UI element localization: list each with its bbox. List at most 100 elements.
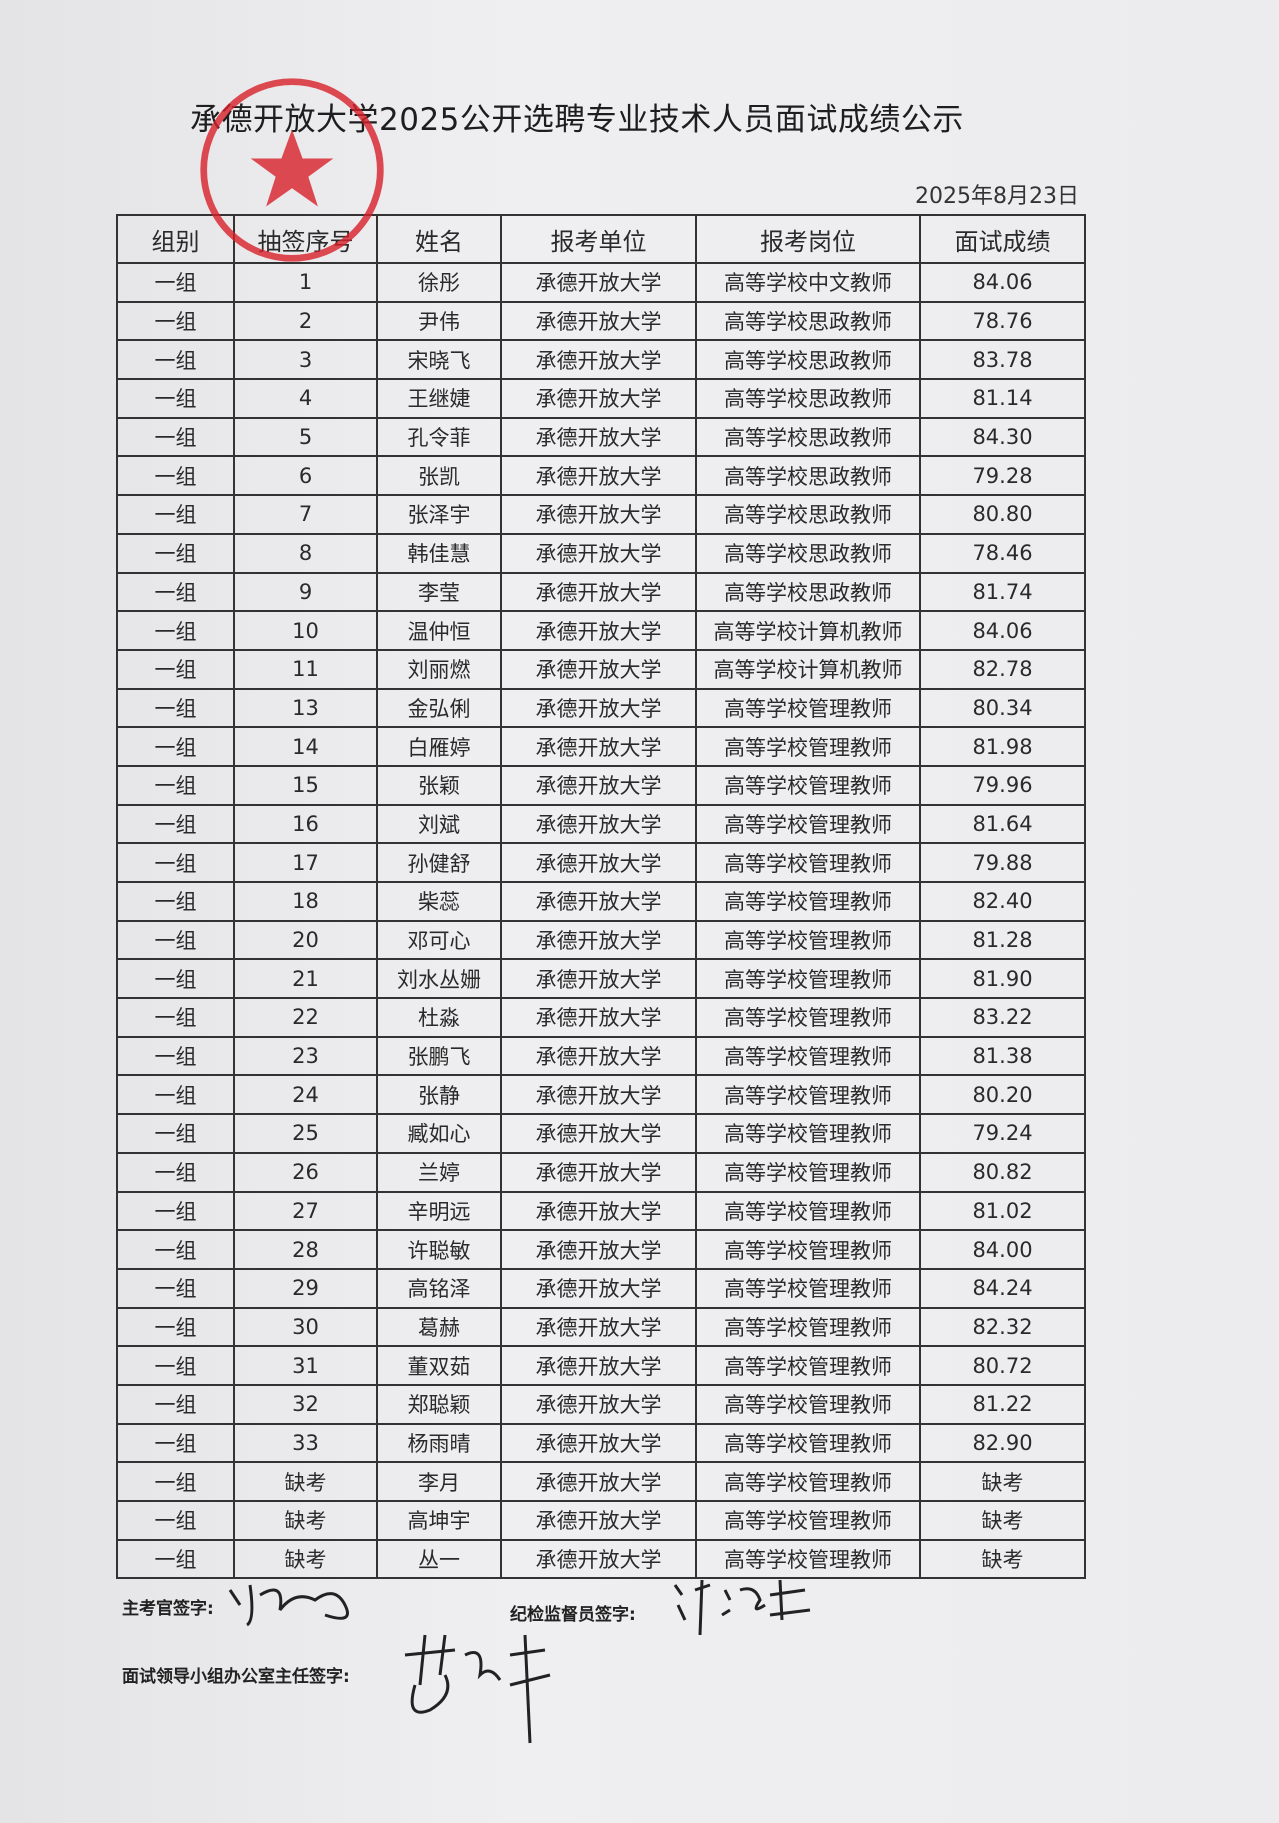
cell-score: 缺考 xyxy=(919,1538,1086,1580)
cell-position: 高等学校管理教师 xyxy=(695,1035,921,1077)
cell-name: 金弘俐 xyxy=(376,687,502,729)
cell-position: 高等学校管理教师 xyxy=(695,958,921,1000)
cell-unit: 承德开放大学 xyxy=(500,997,697,1038)
cell-unit: 承德开放大学 xyxy=(500,958,697,1000)
cell-name: 丛一 xyxy=(376,1538,502,1580)
cell-position: 高等学校管理教师 xyxy=(695,1422,921,1464)
document-title: 承德开放大学2025公开选聘专业技术人员面试成绩公示 xyxy=(190,102,964,138)
table-row: 一组 21 刘水丛姗 承德开放大学 高等学校管理教师 81.90 xyxy=(116,958,1086,1000)
cell-group: 一组 xyxy=(116,262,235,303)
cell-score: 81.98 xyxy=(919,726,1086,767)
cell-group: 一组 xyxy=(116,1035,235,1077)
cell-draw-number: 26 xyxy=(233,1151,378,1193)
cell-draw-number: 24 xyxy=(233,1074,378,1116)
cell-name: 张颖 xyxy=(376,764,502,806)
cell-score: 81.28 xyxy=(919,919,1086,961)
cell-unit: 承德开放大学 xyxy=(500,494,697,535)
cell-group: 一组 xyxy=(116,494,235,535)
cell-draw-number: 3 xyxy=(233,339,378,381)
cell-name: 葛赫 xyxy=(376,1306,502,1348)
cell-name: 尹伟 xyxy=(376,300,502,342)
header-name: 姓名 xyxy=(376,214,502,264)
office-director-signature xyxy=(404,1634,551,1744)
supervisor-signature xyxy=(673,1579,811,1636)
cell-name: 王继婕 xyxy=(376,378,502,419)
table-row: 一组 缺考 高坤宇 承德开放大学 高等学校管理教师 缺考 xyxy=(116,1500,1086,1541)
cell-name: 刘斌 xyxy=(376,803,502,845)
table-row: 一组 14 白雁婷 承德开放大学 高等学校管理教师 81.98 xyxy=(116,726,1086,767)
table-row: 一组 17 孙健舒 承德开放大学 高等学校管理教师 79.88 xyxy=(116,842,1086,883)
cell-score: 82.40 xyxy=(919,881,1086,922)
cell-position: 高等学校计算机教师 xyxy=(695,648,921,690)
header-group: 组别 xyxy=(116,214,235,264)
cell-score: 84.30 xyxy=(919,416,1086,458)
cell-name: 张鹏飞 xyxy=(376,1035,502,1077)
cell-unit: 承德开放大学 xyxy=(500,881,697,922)
cell-unit: 承德开放大学 xyxy=(500,1345,697,1386)
cell-score: 80.72 xyxy=(919,1345,1086,1386)
table-row: 一组 20 邓可心 承德开放大学 高等学校管理教师 81.28 xyxy=(116,919,1086,961)
cell-score: 缺考 xyxy=(919,1500,1086,1541)
cell-draw-number: 16 xyxy=(233,803,378,845)
cell-name: 刘水丛姗 xyxy=(376,958,502,1000)
cell-group: 一组 xyxy=(116,1345,235,1386)
table-row: 一组 32 郑聪颖 承德开放大学 高等学校管理教师 81.22 xyxy=(116,1383,1086,1425)
cell-name: 郑聪颖 xyxy=(376,1383,502,1425)
cell-score: 81.14 xyxy=(919,378,1086,419)
cell-draw-number: 10 xyxy=(233,610,378,651)
cell-group: 一组 xyxy=(116,842,235,883)
cell-name: 白雁婷 xyxy=(376,726,502,767)
table-row: 一组 10 温仲恒 承德开放大学 高等学校计算机教师 84.06 xyxy=(116,610,1086,651)
cell-unit: 承德开放大学 xyxy=(500,1151,697,1193)
header-position: 报考岗位 xyxy=(695,214,921,264)
cell-group: 一组 xyxy=(116,726,235,767)
cell-name: 高铭泽 xyxy=(376,1267,502,1309)
cell-name: 刘丽燃 xyxy=(376,648,502,690)
table-row: 一组 13 金弘俐 承德开放大学 高等学校管理教师 80.34 xyxy=(116,687,1086,729)
table-row: 一组 31 董双茹 承德开放大学 高等学校管理教师 80.72 xyxy=(116,1345,1086,1386)
cell-position: 高等学校思政教师 xyxy=(695,339,921,381)
cell-score: 78.46 xyxy=(919,532,1086,574)
cell-score: 82.78 xyxy=(919,648,1086,690)
cell-unit: 承德开放大学 xyxy=(500,378,697,419)
cell-group: 一组 xyxy=(116,1151,235,1193)
cell-score: 84.00 xyxy=(919,1229,1086,1270)
cell-position: 高等学校管理教师 xyxy=(695,997,921,1038)
cell-name: 张静 xyxy=(376,1074,502,1116)
cell-name: 宋晓飞 xyxy=(376,339,502,381)
table-row: 一组 33 杨雨晴 承德开放大学 高等学校管理教师 82.90 xyxy=(116,1422,1086,1464)
cell-score: 82.32 xyxy=(919,1306,1086,1348)
cell-score: 84.06 xyxy=(919,262,1086,303)
cell-unit: 承德开放大学 xyxy=(500,416,697,458)
cell-position: 高等学校管理教师 xyxy=(695,881,921,922)
cell-name: 兰婷 xyxy=(376,1151,502,1193)
cell-draw-number: 14 xyxy=(233,726,378,767)
table-row: 一组 1 徐彤 承德开放大学 高等学校中文教师 84.06 xyxy=(116,262,1086,303)
cell-position: 高等学校思政教师 xyxy=(695,455,921,497)
cell-name: 张泽宇 xyxy=(376,494,502,535)
cell-draw-number: 28 xyxy=(233,1229,378,1270)
cell-group: 一组 xyxy=(116,378,235,419)
table-row: 一组 26 兰婷 承德开放大学 高等学校管理教师 80.82 xyxy=(116,1151,1086,1193)
cell-unit: 承德开放大学 xyxy=(500,262,697,303)
cell-name: 邓可心 xyxy=(376,919,502,961)
cell-draw-number: 8 xyxy=(233,532,378,574)
table-row: 一组 8 韩佳慧 承德开放大学 高等学校思政教师 78.46 xyxy=(116,532,1086,574)
cell-name: 张凯 xyxy=(376,455,502,497)
cell-score: 84.06 xyxy=(919,610,1086,651)
table-row: 一组 5 孔令菲 承德开放大学 高等学校思政教师 84.30 xyxy=(116,416,1086,458)
cell-draw-number: 22 xyxy=(233,997,378,1038)
cell-position: 高等学校管理教师 xyxy=(695,1190,921,1232)
cell-draw-number: 1 xyxy=(233,262,378,303)
cell-draw-number: 23 xyxy=(233,1035,378,1077)
cell-group: 一组 xyxy=(116,1500,235,1541)
cell-draw-number: 25 xyxy=(233,1113,378,1154)
cell-draw-number: 11 xyxy=(233,648,378,690)
cell-score: 81.90 xyxy=(919,958,1086,1000)
cell-name: 孔令菲 xyxy=(376,416,502,458)
cell-position: 高等学校思政教师 xyxy=(695,494,921,535)
cell-score: 79.24 xyxy=(919,1113,1086,1154)
cell-draw-number: 18 xyxy=(233,881,378,922)
cell-group: 一组 xyxy=(116,919,235,961)
header-score: 面试成绩 xyxy=(919,214,1086,264)
